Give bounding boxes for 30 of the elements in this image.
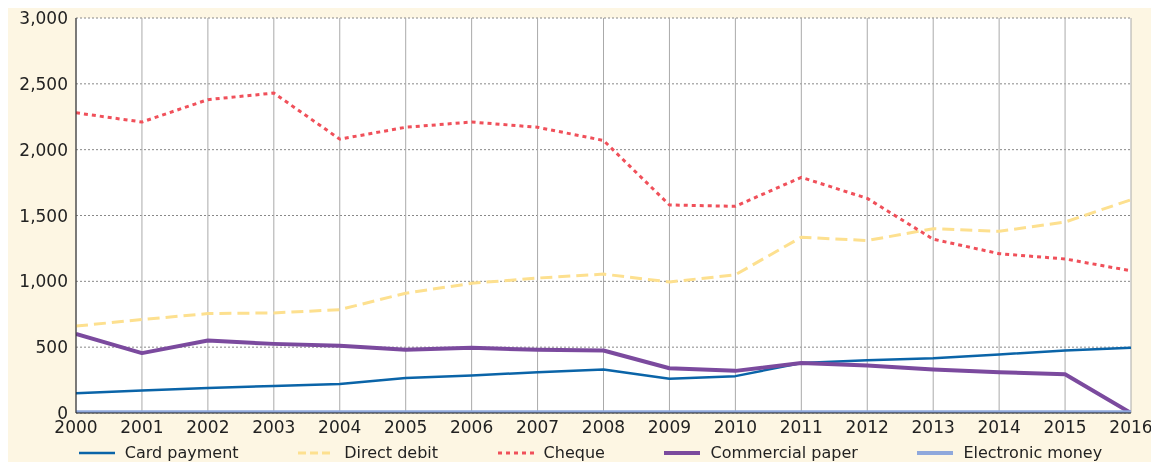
y-tick-label: 500 <box>35 337 68 358</box>
x-tick-label: 2006 <box>449 417 494 438</box>
y-tick-label: 2,000 <box>19 139 68 160</box>
line-series <box>76 91 1131 273</box>
x-tick-label: 2016 <box>1109 417 1153 438</box>
x-tick-label: 2012 <box>845 417 889 438</box>
x-tick-label: 2009 <box>647 417 692 438</box>
legend-label: Commercial paper <box>710 443 858 462</box>
y-tick-label: 1,000 <box>19 271 68 292</box>
x-tick-label: 2010 <box>713 417 758 438</box>
x-tick-label: 2007 <box>515 417 560 438</box>
x-tick-label: 2005 <box>384 417 428 438</box>
y-tick-label: 2,500 <box>19 73 68 94</box>
x-tick-label: 2003 <box>252 417 296 438</box>
x-tick-label: 2008 <box>581 417 626 438</box>
x-tick-label: 2014 <box>977 417 1021 438</box>
y-tick-label: 3,000 <box>19 8 68 29</box>
y-tick-label: 1,500 <box>19 205 68 226</box>
x-tick-label: 2013 <box>911 417 955 438</box>
x-tick-label: 2004 <box>318 417 362 438</box>
x-tick-label: 2015 <box>1043 417 1087 438</box>
line-series <box>76 346 1131 395</box>
legend-label: Cheque <box>543 443 605 462</box>
legend-label: Direct debit <box>344 443 439 462</box>
x-tick-label: 2011 <box>779 417 823 438</box>
x-tick-label: 2001 <box>120 417 164 438</box>
x-tick-label: 2002 <box>186 417 230 438</box>
line-series <box>76 198 1131 328</box>
legend-label: Electronic money <box>963 443 1103 462</box>
legend-label: Card payment <box>124 443 239 462</box>
